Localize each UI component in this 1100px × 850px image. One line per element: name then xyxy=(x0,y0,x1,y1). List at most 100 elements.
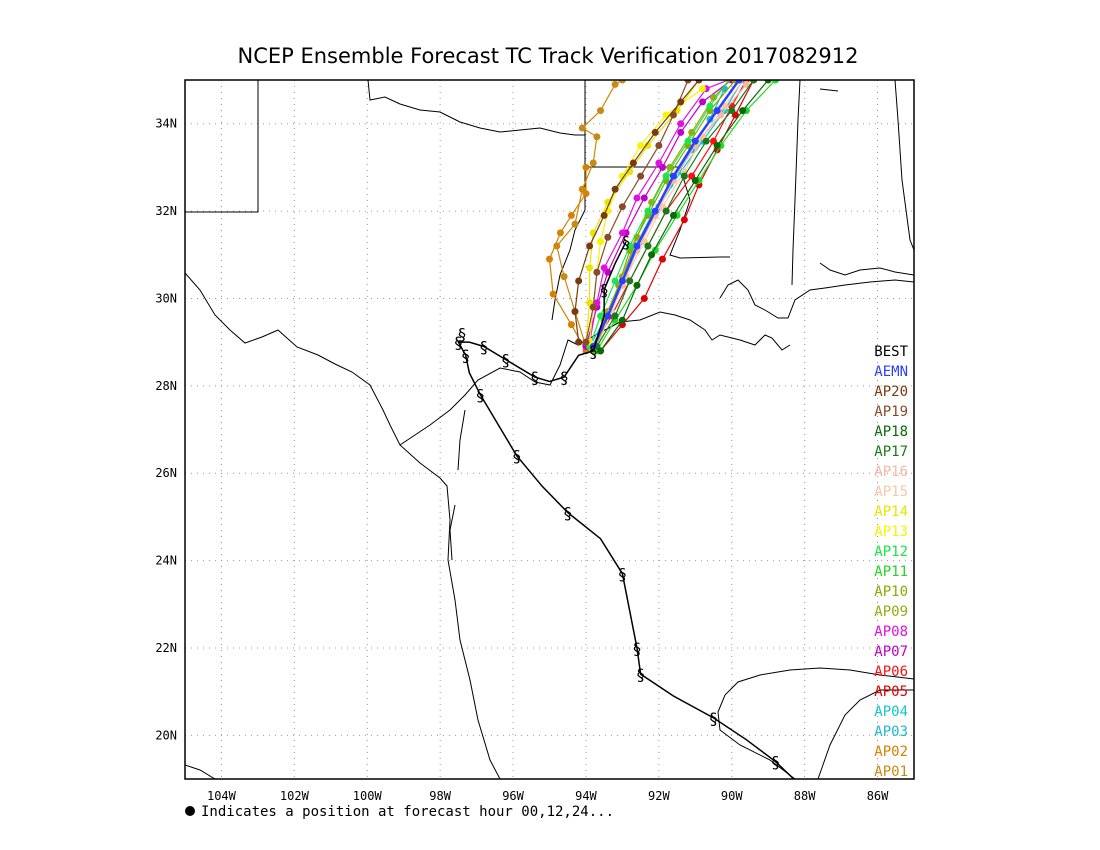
track-point-ap20 xyxy=(571,308,579,316)
legend-entry-ap12: AP12 xyxy=(874,544,908,560)
legend-entry-ap05: AP05 xyxy=(874,684,908,700)
legend-entry-ap07: AP07 xyxy=(874,644,908,660)
lat-tick-label: 24N xyxy=(155,554,177,568)
track-point-ap13 xyxy=(699,85,707,93)
track-ap01 xyxy=(556,80,623,347)
track-point-ap08 xyxy=(655,159,663,167)
texas-bay-coast xyxy=(399,311,791,446)
best-track: §§§§§§§§§§§§§§ §§§§ xyxy=(454,233,795,779)
track-point-ap09 xyxy=(666,163,674,171)
hurricane-symbol-icon: § xyxy=(564,504,572,523)
track-point-ap20 xyxy=(611,185,619,193)
track-point-ap20 xyxy=(677,98,685,106)
track-point-ap19 xyxy=(582,338,590,346)
lat-tick-label: 28N xyxy=(155,379,177,393)
track-point-ap01 xyxy=(553,242,561,250)
track-point-ap15 xyxy=(743,72,750,79)
track-point-ap18 xyxy=(618,316,626,324)
track-point-ap12 xyxy=(611,277,619,285)
lon-tick-label: 104W xyxy=(207,789,237,803)
track-point-ap08 xyxy=(633,194,641,202)
louisiana-mississippi-border xyxy=(669,166,730,259)
track-point-ap17 xyxy=(750,80,758,84)
track-point-ap20 xyxy=(575,338,583,346)
track-point-ap13 xyxy=(597,238,605,246)
track-point-ap14 xyxy=(586,264,594,272)
lon-tick-label: 102W xyxy=(280,789,310,803)
track-point-ap12 xyxy=(728,72,735,79)
legend: BEST AEMN AP20 AP19 AP18 AP17 AP16 AP15 AP14 AP13… xyxy=(874,344,908,780)
hurricane-symbol-icon: § xyxy=(560,368,568,387)
track-point-ap18 xyxy=(669,211,677,219)
track-point-ap18 xyxy=(713,142,721,150)
track-point-ap12 xyxy=(644,207,652,215)
legend-entry-ap03: AP03 xyxy=(874,724,908,740)
track-point-ap18 xyxy=(597,347,605,355)
track-point-aemn xyxy=(691,137,699,145)
track-point-ap01 xyxy=(593,133,601,141)
lon-tick-label: 100W xyxy=(353,789,383,803)
forecast-hour-dot-icon xyxy=(185,806,195,816)
map-frame xyxy=(184,79,915,780)
lon-tick-label: 98W xyxy=(429,789,451,803)
new-mexico-border xyxy=(185,80,259,213)
track-ap14 xyxy=(585,80,700,343)
track-point-ap18 xyxy=(648,251,656,259)
legend-entry-ap17: AP17 xyxy=(874,444,908,460)
track-point-ap01 xyxy=(597,107,605,115)
legend-entry-ap15: AP15 xyxy=(874,484,908,500)
track-point-ap19 xyxy=(593,268,601,276)
track-point-ap02 xyxy=(567,321,575,329)
track-point-ap12 xyxy=(706,102,714,110)
legend-entry-ap01: AP01 xyxy=(874,764,908,780)
track-point-ap07 xyxy=(677,128,685,136)
lat-tick-label: 32N xyxy=(155,204,177,218)
track-point-ap20 xyxy=(600,211,608,219)
track-point-ap07 xyxy=(699,98,707,106)
lat-tick-label: 34N xyxy=(155,117,177,131)
track-point-ap20 xyxy=(586,242,594,250)
track-point-ap17 xyxy=(662,207,670,215)
track-point-ap08 xyxy=(600,264,608,272)
track-point-ap05 xyxy=(640,294,648,302)
track-ap20 xyxy=(574,80,700,343)
track-point-ap07 xyxy=(640,194,648,202)
legend-entry-ap09: AP09 xyxy=(874,604,908,620)
hurricane-symbol-icon: § xyxy=(589,342,597,361)
track-point-ap09 xyxy=(736,68,743,75)
track-point-ap12 xyxy=(684,137,692,145)
forecast-tracks xyxy=(546,68,779,355)
track-point-aemn xyxy=(713,107,721,115)
chart-title: NCEP Ensemble Forecast TC Track Verifica… xyxy=(237,44,858,68)
track-point-aemn xyxy=(669,172,677,180)
legend-entry-ap04: AP04 xyxy=(874,704,908,720)
alabama-georgia-border xyxy=(894,80,914,251)
track-point-ap08 xyxy=(746,68,753,75)
track-point-ap20 xyxy=(575,277,583,285)
track-point-ap17 xyxy=(644,242,652,250)
track-point-ap08 xyxy=(677,120,685,128)
hurricane-symbol-icon: § xyxy=(633,639,641,658)
yucatan-east-coast xyxy=(817,689,914,779)
track-point-aemn xyxy=(651,207,659,215)
lon-tick-label: 90W xyxy=(721,789,743,803)
track-point-ap17 xyxy=(626,277,634,285)
hurricane-symbol-icon: § xyxy=(600,281,608,300)
tennessee-border xyxy=(819,88,839,92)
track-point-ap19 xyxy=(655,142,663,150)
legend-entry-ap08: AP08 xyxy=(874,624,908,640)
mississippi-delta xyxy=(719,279,914,319)
mexico-gulf-coast-south xyxy=(185,764,216,779)
track-point-aemn xyxy=(618,277,626,285)
track-point-ap01 xyxy=(618,80,626,84)
lon-tick-label: 94W xyxy=(575,789,597,803)
lon-tick-label: 92W xyxy=(648,789,670,803)
track-point-ap01 xyxy=(589,159,597,167)
legend-entry-best: BEST xyxy=(874,344,908,360)
track-point-ap14 xyxy=(604,198,612,206)
lat-tick-label: 22N xyxy=(155,641,177,655)
hurricane-symbol-icon: § xyxy=(458,324,466,343)
hurricane-symbol-icon: § xyxy=(502,351,510,370)
legend-entry-ap02: AP02 xyxy=(874,744,908,760)
track-point-ap18 xyxy=(739,107,747,115)
